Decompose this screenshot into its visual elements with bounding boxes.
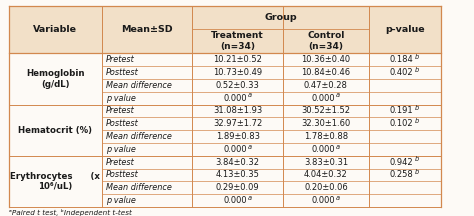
Text: a: a xyxy=(336,92,339,98)
Text: 1.89±0.83: 1.89±0.83 xyxy=(216,132,260,141)
Text: Mean±SD: Mean±SD xyxy=(121,25,173,34)
Text: 0.000: 0.000 xyxy=(224,145,247,154)
Text: 0.47±0.28: 0.47±0.28 xyxy=(304,81,348,90)
Text: 32.97±1.72: 32.97±1.72 xyxy=(213,119,262,128)
Text: 10.73±0.49: 10.73±0.49 xyxy=(213,68,262,77)
Text: 0.000: 0.000 xyxy=(312,94,336,103)
Text: 0.000: 0.000 xyxy=(224,94,247,103)
Text: Mean difference: Mean difference xyxy=(106,81,172,90)
Text: b: b xyxy=(414,156,419,162)
Text: 32.30±1.60: 32.30±1.60 xyxy=(301,119,350,128)
Text: 4.13±0.35: 4.13±0.35 xyxy=(216,170,260,179)
Text: 30.52±1.52: 30.52±1.52 xyxy=(301,106,350,115)
Text: Mean difference: Mean difference xyxy=(106,183,172,192)
Text: 0.942: 0.942 xyxy=(389,158,413,167)
Text: 0.29±0.09: 0.29±0.09 xyxy=(216,183,259,192)
Text: 4.04±0.32: 4.04±0.32 xyxy=(304,170,348,179)
Text: 0.000: 0.000 xyxy=(224,196,247,205)
Text: p-value: p-value xyxy=(385,25,425,34)
Text: a: a xyxy=(247,92,251,98)
Text: p value: p value xyxy=(106,94,136,103)
Text: a: a xyxy=(247,195,251,201)
Text: a: a xyxy=(336,195,339,201)
Text: 10.84±0.46: 10.84±0.46 xyxy=(301,68,350,77)
Text: Hematocrit (%): Hematocrit (%) xyxy=(18,126,92,135)
Text: ᵃPaired t test, ᵇIndependent t-test: ᵃPaired t test, ᵇIndependent t-test xyxy=(9,209,132,216)
Text: a: a xyxy=(247,144,251,149)
Text: 0.52±0.33: 0.52±0.33 xyxy=(216,81,260,90)
Text: Group: Group xyxy=(264,13,297,22)
Text: b: b xyxy=(414,67,419,73)
Text: Pretest: Pretest xyxy=(106,106,134,115)
Text: 10.21±0.52: 10.21±0.52 xyxy=(213,55,262,64)
Text: b: b xyxy=(414,169,419,175)
Text: Erythrocytes      (x
10⁶/uL): Erythrocytes (x 10⁶/uL) xyxy=(10,172,100,191)
Text: 31.08±1.93: 31.08±1.93 xyxy=(213,106,262,115)
Text: p value: p value xyxy=(106,145,136,154)
Text: Posttest: Posttest xyxy=(106,68,138,77)
Text: p value: p value xyxy=(106,196,136,205)
Text: Treatment
(n=34): Treatment (n=34) xyxy=(211,31,264,51)
Text: 3.84±0.32: 3.84±0.32 xyxy=(216,158,260,167)
Text: b: b xyxy=(414,105,419,111)
Text: b: b xyxy=(414,118,419,124)
Text: Posttest: Posttest xyxy=(106,119,138,128)
Text: Hemoglobin
(g/dL): Hemoglobin (g/dL) xyxy=(26,69,85,89)
Text: 0.102: 0.102 xyxy=(389,119,413,128)
Text: 0.258: 0.258 xyxy=(389,170,413,179)
Text: 0.402: 0.402 xyxy=(389,68,413,77)
Text: a: a xyxy=(336,144,339,149)
Text: 0.191: 0.191 xyxy=(389,106,413,115)
Text: Control
(n=34): Control (n=34) xyxy=(307,31,345,51)
Text: b: b xyxy=(414,54,419,60)
Text: 3.83±0.31: 3.83±0.31 xyxy=(304,158,348,167)
Text: Pretest: Pretest xyxy=(106,55,134,64)
Bar xyxy=(9,6,441,53)
Text: Pretest: Pretest xyxy=(106,158,134,167)
Text: 0.184: 0.184 xyxy=(389,55,413,64)
Text: 0.000: 0.000 xyxy=(312,196,336,205)
Text: 10.36±0.40: 10.36±0.40 xyxy=(301,55,350,64)
Text: 0.000: 0.000 xyxy=(312,145,336,154)
Text: 0.20±0.06: 0.20±0.06 xyxy=(304,183,348,192)
Text: 1.78±0.88: 1.78±0.88 xyxy=(304,132,348,141)
Text: Posttest: Posttest xyxy=(106,170,138,179)
Text: Variable: Variable xyxy=(33,25,77,34)
Text: Mean difference: Mean difference xyxy=(106,132,172,141)
